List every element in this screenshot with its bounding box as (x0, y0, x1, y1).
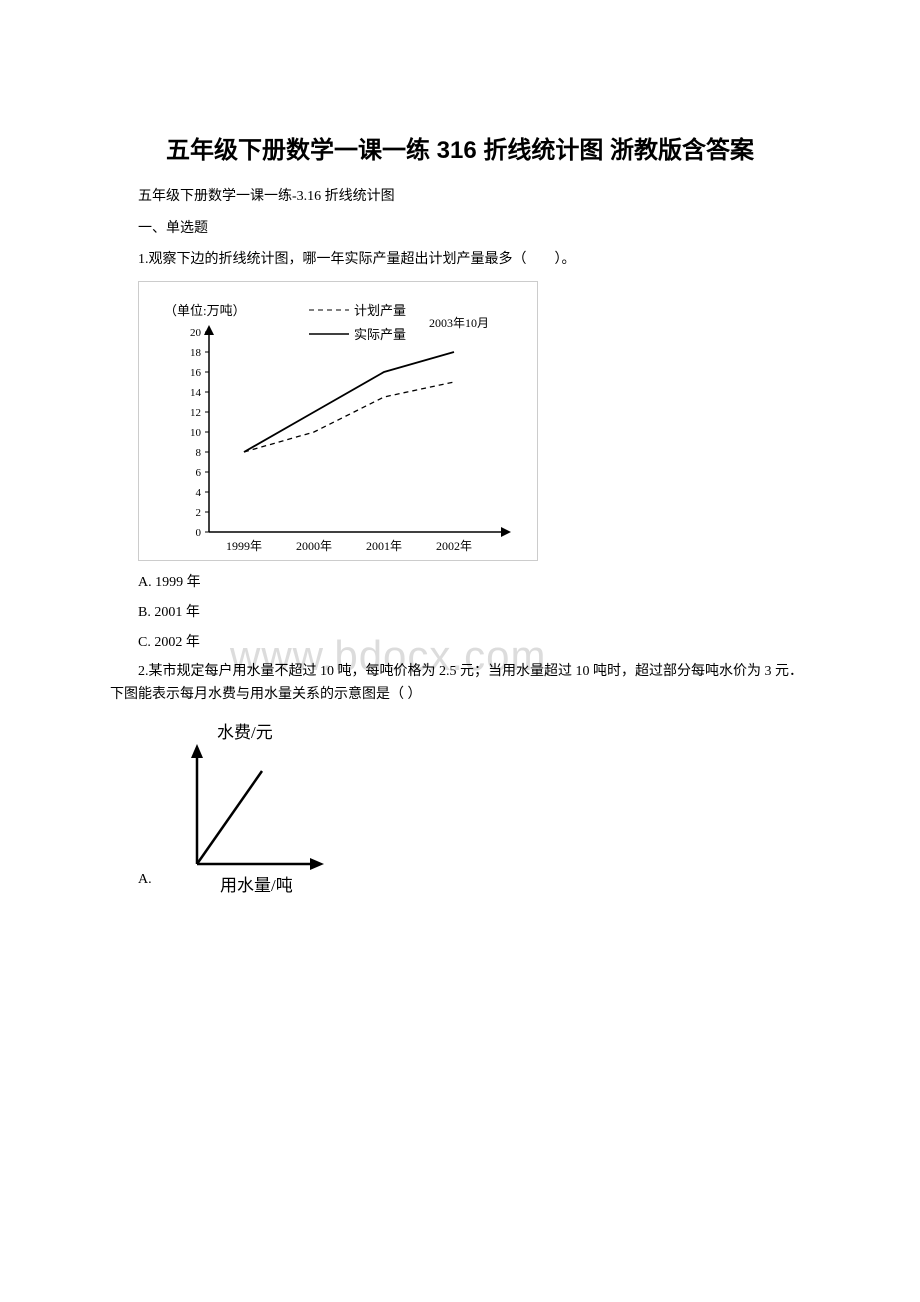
svg-text:14: 14 (190, 387, 202, 399)
chart-1: （单位:万吨） 计划产量实际产量 2003年10月 0 2 4 6 8 10 12 14 16 18 20… (138, 281, 538, 561)
page-title: 五年级下册数学一课一练 316 折线统计图 浙教版含答案 (110, 130, 810, 165)
svg-text:水费/元: 水费/元 (217, 723, 273, 742)
svg-text:计划产量: 计划产量 (354, 303, 406, 318)
svg-text:18: 18 (190, 347, 202, 359)
chart-1-svg: （单位:万吨） 计划产量实际产量 2003年10月 0 2 4 6 8 10 12 14 16 18 20… (139, 282, 539, 562)
q2-option-a-wrap: A. 水费/元用水量/吨 (138, 716, 810, 896)
svg-text:20: 20 (190, 327, 202, 339)
svg-text:（单位:万吨）: （单位:万吨） (164, 303, 246, 318)
question-1-text: 1.观察下边的折线统计图，哪一年实际产量超出计划产量最多（ ）。 (110, 249, 810, 271)
q1-option-c: C. 2002 年 (110, 631, 810, 651)
svg-text:16: 16 (190, 367, 202, 379)
q2-option-a-label: A. (138, 872, 152, 888)
svg-text:0: 0 (196, 527, 202, 539)
svg-text:8: 8 (196, 447, 202, 459)
svg-text:用水量/吨: 用水量/吨 (220, 876, 293, 895)
page-content: 五年级下册数学一课一练 316 折线统计图 浙教版含答案 五年级下册数学一课一练… (110, 130, 810, 896)
svg-text:2001年: 2001年 (366, 539, 402, 553)
subtitle: 五年级下册数学一课一练-3.16 折线统计图 (110, 185, 810, 205)
svg-text:2: 2 (196, 507, 202, 519)
svg-text:4: 4 (196, 487, 202, 499)
svg-text:2002年: 2002年 (436, 539, 472, 553)
chart-2-svg: 水费/元用水量/吨 (162, 716, 342, 896)
svg-text:10: 10 (190, 427, 202, 439)
svg-text:实际产量: 实际产量 (354, 327, 406, 342)
q1-option-a: A. 1999 年 (110, 571, 810, 591)
q1-option-b: B. 2001 年 (110, 601, 810, 621)
question-2-text: 2.某市规定每户用水量不超过 10 吨，每吨价格为 2.5 元；当用水量超过 1… (110, 661, 810, 706)
svg-text:2003年10月: 2003年10月 (429, 316, 489, 330)
section-1-heading: 一、单选题 (110, 217, 810, 237)
svg-text:12: 12 (190, 407, 201, 419)
svg-text:2000年: 2000年 (296, 539, 332, 553)
svg-text:6: 6 (196, 467, 202, 479)
svg-text:1999年: 1999年 (226, 539, 262, 553)
